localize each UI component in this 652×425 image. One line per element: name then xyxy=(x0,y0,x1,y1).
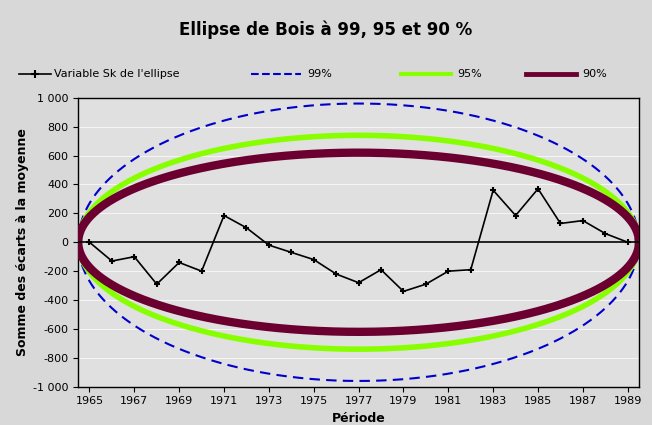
Y-axis label: Somme des écarts à la moyenne: Somme des écarts à la moyenne xyxy=(16,128,29,356)
Text: Variable Sk de l'ellipse: Variable Sk de l'ellipse xyxy=(53,69,179,79)
Text: Ellipse de Bois à 99, 95 et 90 %: Ellipse de Bois à 99, 95 et 90 % xyxy=(179,20,473,39)
Text: 95%: 95% xyxy=(458,69,482,79)
Text: 99%: 99% xyxy=(307,69,332,79)
Text: 90%: 90% xyxy=(583,69,608,79)
X-axis label: Période: Période xyxy=(332,412,385,425)
